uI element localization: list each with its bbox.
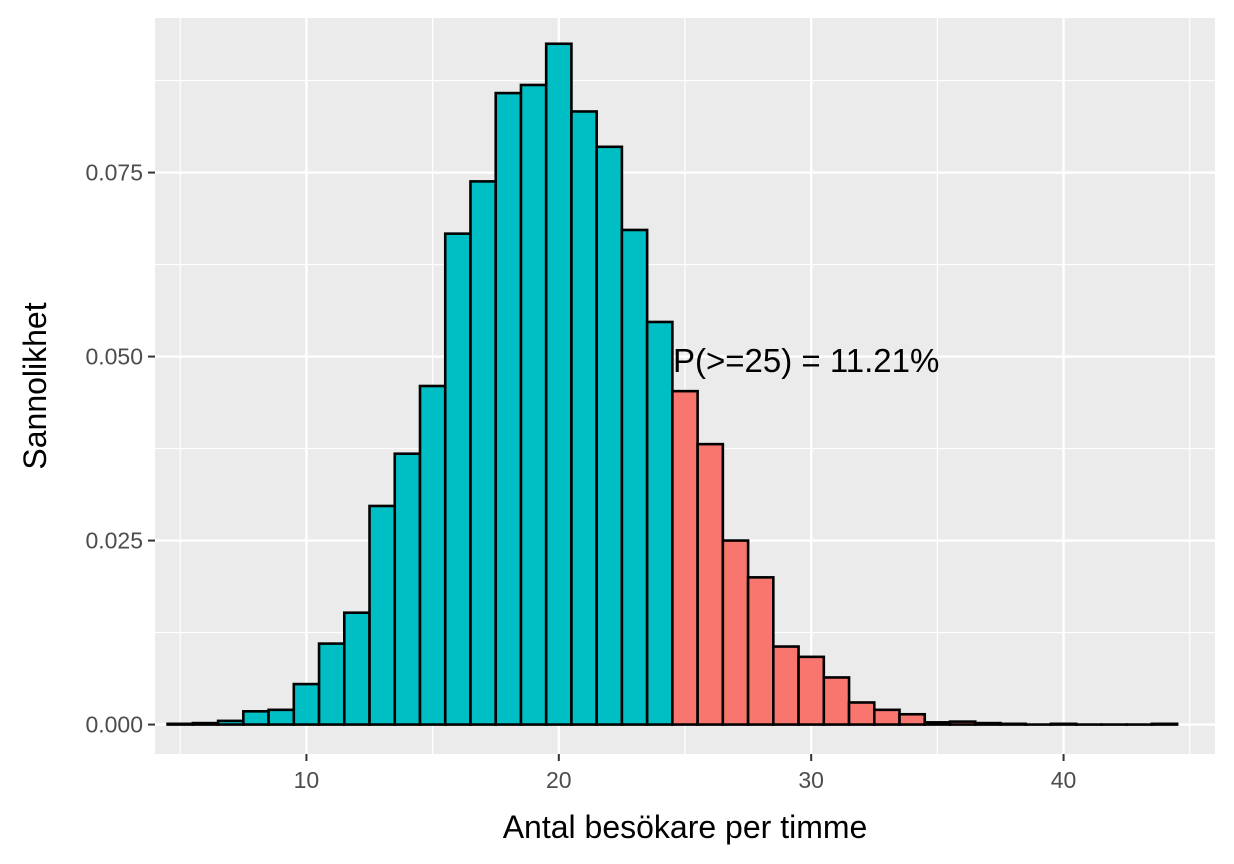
- histogram-bar: [1150, 722, 1179, 726]
- histogram-bar: [368, 504, 397, 726]
- histogram-bar: [292, 682, 321, 726]
- histogram-bar: [671, 389, 699, 726]
- histogram-bar: [973, 721, 1002, 726]
- x-tick-label: 20: [546, 767, 572, 793]
- histogram-bar: [443, 232, 472, 726]
- histogram-bar: [166, 722, 195, 726]
- histogram-bar: [570, 110, 598, 726]
- histogram-bar: [746, 576, 775, 726]
- histogram-bar: [797, 655, 826, 726]
- histogram-bar: [216, 719, 245, 726]
- histogram-bar: [317, 642, 346, 726]
- histogram-bar: [1049, 722, 1078, 726]
- axes: 10 20 30 40 0.000 0.025 0.050 0.075: [85, 160, 1076, 793]
- probability-annotation: P(>=25) = 11.21%: [673, 342, 939, 379]
- histogram-bar: [847, 701, 876, 726]
- y-tick-label: 0.075: [85, 160, 143, 186]
- histogram-bar: [418, 384, 447, 726]
- histogram-bar: [519, 83, 548, 726]
- histogram-bar: [191, 721, 220, 726]
- histogram-bar: [544, 42, 573, 726]
- histogram-bar: [342, 611, 371, 726]
- histogram-bar: [469, 180, 498, 726]
- histogram-bar: [393, 452, 422, 726]
- y-tick-label: 0.050: [85, 344, 143, 370]
- histogram-bar: [595, 145, 624, 726]
- x-tick-label: 30: [798, 767, 824, 793]
- bars: [166, 42, 1179, 726]
- x-tick-label: 10: [294, 767, 320, 793]
- y-axis-title: Sannolikhet: [17, 302, 53, 469]
- histogram-bar: [999, 722, 1028, 726]
- histogram-bar: [898, 712, 927, 726]
- histogram-bar: [696, 442, 725, 726]
- histogram-bar: [872, 708, 901, 726]
- histogram-bar: [822, 676, 851, 726]
- histogram-bar: [267, 708, 296, 726]
- histogram-bar: [620, 228, 649, 726]
- histogram-bar: [242, 710, 270, 726]
- histogram-bar: [772, 645, 800, 726]
- histogram-bar: [494, 91, 523, 726]
- histogram-bar: [645, 320, 674, 726]
- x-axis-title: Antal besökare per timme: [503, 809, 868, 845]
- histogram-bar: [948, 720, 977, 726]
- y-tick-label: 0.000: [85, 712, 143, 738]
- histogram-bar: [721, 539, 750, 726]
- x-tick-label: 40: [1051, 767, 1077, 793]
- histogram-bar: [923, 721, 952, 726]
- y-tick-label: 0.025: [85, 528, 143, 554]
